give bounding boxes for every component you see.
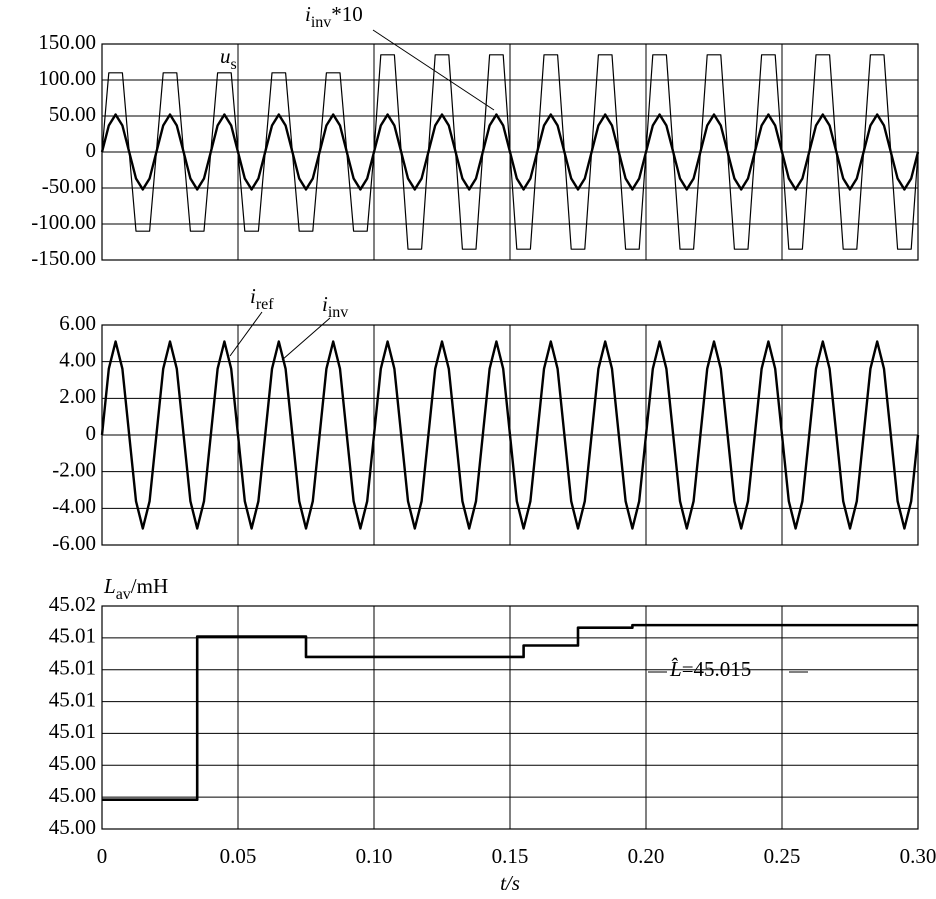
annotation: iref	[250, 284, 274, 313]
series-line	[101, 342, 919, 528]
annotation-subscript: inv	[328, 304, 348, 321]
y-tick-label: -150.00	[31, 246, 96, 270]
leader-line	[372, 29, 495, 111]
y-tick-label: -2.00	[52, 457, 96, 481]
x-tick-label: 0.15	[492, 844, 529, 868]
annotation: iinv*10	[305, 2, 363, 31]
y-tick-label: 45.00	[49, 815, 96, 839]
y-tick-label: -100.00	[31, 210, 96, 234]
y-tick-label: 45.00	[49, 783, 96, 807]
y-tick-label: 45.01	[49, 656, 96, 680]
x-tick-label: 0.20	[628, 844, 665, 868]
y-tick-label: 45.00	[49, 751, 96, 775]
annotation-suffix: *10	[331, 2, 363, 26]
y-tick-label: 45.02	[49, 592, 96, 616]
y-tick-label: -4.00	[52, 494, 96, 518]
y-tick-label: 4.00	[59, 347, 96, 371]
y-tick-label: 0	[86, 138, 97, 162]
annotation-symbol: L̂	[669, 657, 682, 681]
y-tick-label: -6.00	[52, 531, 96, 555]
x-tick-label: 0.10	[356, 844, 393, 868]
x-tick-label: 0	[97, 844, 108, 868]
y-tick-label: 100.00	[38, 66, 96, 90]
series-line	[102, 623, 918, 801]
x-axis-title: t/s	[500, 871, 520, 895]
annotation-subscript: av	[116, 586, 131, 603]
annotation-suffix: =45.015	[682, 657, 752, 681]
y-tick-label: 45.01	[49, 624, 96, 648]
annotation-symbol: i	[305, 2, 311, 26]
annotation-subscript: s	[231, 56, 237, 73]
x-tick-label: 0.05	[220, 844, 257, 868]
y-tick-label: 2.00	[59, 384, 96, 408]
annotation-symbol: L	[103, 574, 116, 598]
leader-line	[281, 317, 331, 361]
leader-line	[229, 311, 263, 357]
y-tick-label: 45.01	[49, 687, 96, 711]
annotation: L̂=45.015	[669, 657, 751, 681]
annotation-symbol: i	[250, 284, 256, 308]
y-tick-label: 0	[86, 421, 97, 445]
annotation: us	[220, 44, 237, 73]
annotation-symbol: i	[322, 292, 328, 316]
annotation: iinv	[322, 292, 348, 321]
annotation-subscript: ref	[256, 296, 274, 313]
x-tick-label: 0.25	[764, 844, 801, 868]
y-tick-label: -50.00	[42, 174, 96, 198]
annotation-symbol: u	[220, 44, 231, 68]
annotation-suffix: /mH	[131, 574, 168, 598]
y-tick-label: 150.00	[38, 30, 96, 54]
annotation-subscript: inv	[311, 14, 331, 31]
series-line	[100, 113, 920, 191]
y-tick-label: 50.00	[49, 102, 96, 126]
y-tick-label: 45.01	[49, 719, 96, 743]
x-tick-label: 0.30	[900, 844, 936, 868]
y-tick-label: 6.00	[59, 311, 96, 335]
annotation: Lav/mH	[103, 574, 168, 603]
